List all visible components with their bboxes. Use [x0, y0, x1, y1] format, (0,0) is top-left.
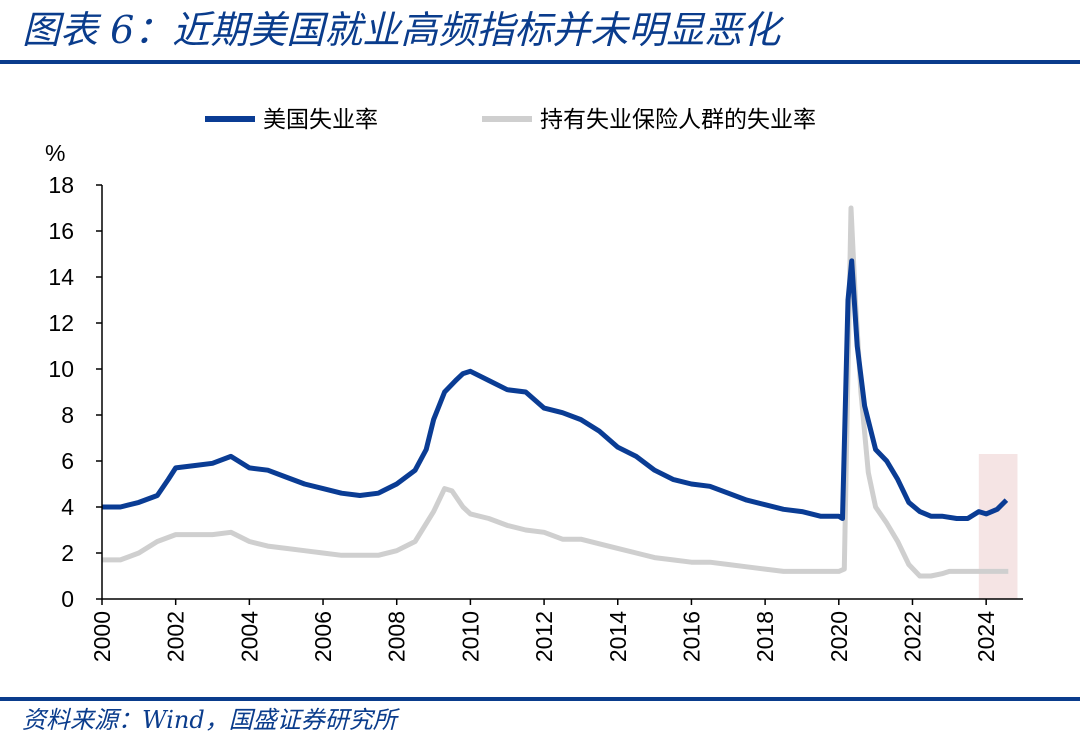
- recent-period-highlight: [978, 454, 1018, 599]
- x-tick-label: 2012: [531, 611, 557, 662]
- y-tick-label: 14: [48, 264, 74, 290]
- legend-label-insured: 持有失业保险人群的失业率: [540, 107, 816, 133]
- x-tick-label: 2024: [973, 611, 999, 662]
- series-line-unemployment: [102, 258, 1009, 521]
- y-tick-label: 12: [48, 310, 74, 336]
- y-tick-label: 18: [48, 172, 74, 198]
- x-tick-label: 2004: [236, 611, 262, 662]
- x-tick-label: 2000: [89, 611, 115, 662]
- chart-title: 图表 6：近期美国就业高频指标并未明显恶化: [22, 8, 781, 52]
- x-tick-label: 2018: [752, 611, 778, 662]
- y-tick-label: 16: [48, 218, 74, 244]
- series-layer: [102, 205, 1009, 579]
- x-tick-label: 2006: [310, 611, 336, 662]
- legend-label-unemployment: 美国失业率: [263, 107, 378, 133]
- source-note: 资料来源：Wind，国盛证券研究所: [22, 706, 397, 734]
- x-tick-label: 2010: [457, 611, 483, 662]
- x-tick-label: 2020: [826, 611, 852, 662]
- y-tick-label: 8: [61, 402, 74, 428]
- x-tick-label: 2008: [384, 611, 410, 662]
- y-tick-label: 6: [61, 448, 74, 474]
- x-tick-label: 2022: [899, 611, 925, 662]
- y-tick-label: 4: [61, 494, 74, 520]
- y-tick-label: 10: [48, 356, 74, 382]
- chart-legend: 美国失业率 持有失业保险人群的失业率: [205, 107, 816, 133]
- y-axis-unit: %: [45, 140, 65, 166]
- chart-svg: 0 2 4 6 8 10 12 14 16 18 2000 2002 2004 2006 2008 2010 2…: [45, 107, 1023, 662]
- x-tick-label: 2014: [605, 611, 631, 662]
- x-tick-label: 2002: [163, 611, 189, 662]
- ticks-layer: 0 2 4 6 8 10 12 14 16 18 2000 2002 2004 2006 2008 2010 2…: [48, 172, 999, 662]
- footer-divider: [0, 697, 1080, 701]
- y-tick-label: 0: [61, 586, 74, 612]
- x-tick-label: 2016: [678, 611, 704, 662]
- y-tick-label: 2: [61, 540, 74, 566]
- series-line-insured: [102, 205, 1009, 579]
- title-divider: [0, 60, 1080, 64]
